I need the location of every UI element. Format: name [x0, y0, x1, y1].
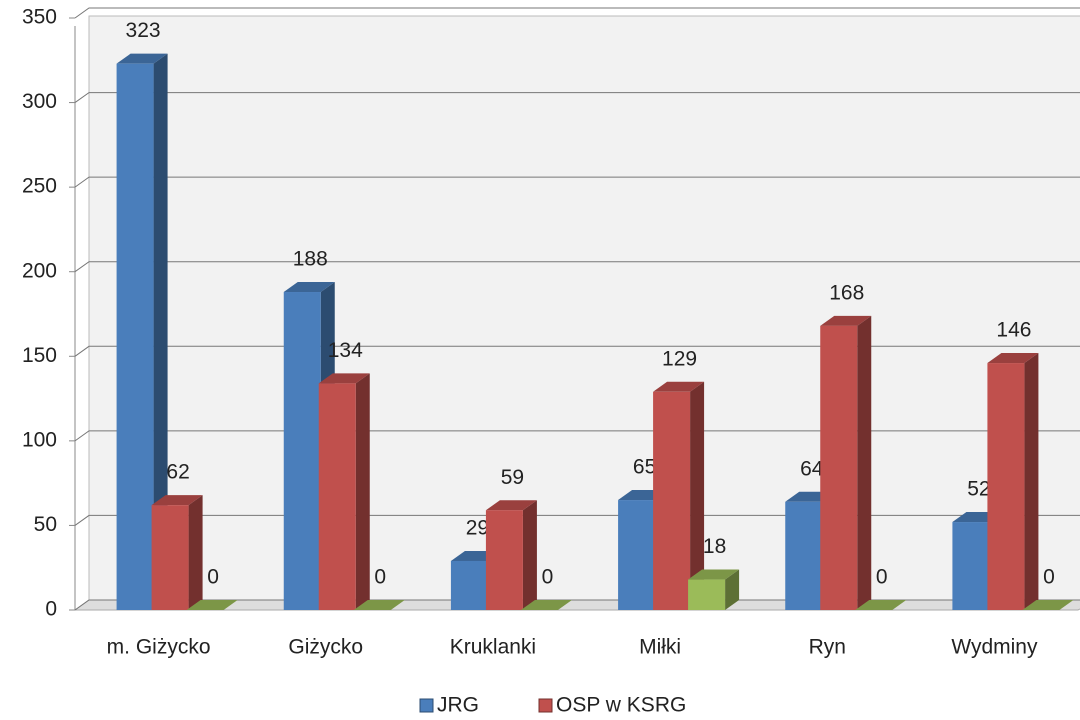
bar — [151, 495, 203, 610]
bar-face — [688, 569, 740, 580]
bar-face — [690, 381, 705, 610]
bar-face — [353, 600, 405, 610]
bar-face — [318, 383, 356, 610]
bar — [353, 600, 405, 610]
bar-face — [283, 292, 321, 610]
bar-face — [116, 63, 154, 610]
value-label: 65 — [633, 456, 656, 479]
y-tick-label: 100 — [22, 428, 57, 451]
bar-face — [318, 373, 370, 384]
bar-face — [987, 353, 1039, 364]
bar-face — [855, 600, 907, 610]
bar-face — [283, 282, 335, 293]
value-label: 64 — [800, 457, 824, 480]
grid-line — [74, 7, 1080, 19]
value-label: 129 — [662, 347, 697, 370]
bar-face — [820, 315, 872, 326]
y-tick-label: 300 — [22, 90, 57, 113]
bar — [688, 569, 740, 610]
value-label: 0 — [374, 566, 386, 589]
bar — [186, 600, 238, 610]
value-label: 0 — [207, 566, 219, 589]
value-label: 0 — [876, 566, 888, 589]
value-label: 29 — [466, 516, 489, 539]
bar-face — [153, 53, 168, 610]
bar-face — [151, 505, 189, 610]
bar — [520, 600, 572, 610]
x-tick-label: Wydminy — [951, 636, 1038, 659]
legend-swatch — [419, 698, 434, 713]
grid-line — [74, 514, 1080, 526]
back-wall — [88, 15, 1080, 601]
bar-face — [688, 579, 726, 610]
value-label: 146 — [996, 319, 1031, 342]
bar-face — [355, 373, 370, 610]
bar-face — [725, 569, 740, 610]
bar — [820, 315, 872, 610]
bar-face — [520, 600, 572, 610]
x-tick-label: Kruklanki — [450, 636, 536, 659]
y-tick-label: 0 — [45, 598, 57, 621]
bar — [855, 600, 907, 610]
bar-face — [857, 315, 872, 610]
value-label: 168 — [829, 281, 864, 304]
bar-face — [188, 495, 203, 610]
x-tick-label: Giżycko — [288, 636, 363, 659]
grid-line — [74, 92, 1080, 103]
value-label: 134 — [328, 339, 363, 362]
bar-face — [653, 391, 691, 610]
y-tick-label: 150 — [22, 344, 57, 367]
bar-face — [987, 363, 1025, 610]
bar — [116, 53, 168, 610]
bar — [318, 373, 370, 610]
value-label: 323 — [126, 19, 161, 42]
grid-line — [74, 430, 1080, 442]
bar-face — [485, 510, 523, 610]
value-label: 188 — [293, 248, 328, 271]
legend-label: JRG — [437, 694, 479, 717]
y-tick-label: 50 — [34, 513, 57, 536]
bar — [653, 381, 705, 610]
value-label: 59 — [501, 466, 524, 489]
bar-face — [820, 325, 858, 610]
bar-face — [151, 495, 203, 506]
grid-line — [74, 599, 1080, 611]
legend-label: OSP w KSRG — [556, 694, 686, 717]
value-label: 0 — [1043, 566, 1055, 589]
value-label: 0 — [542, 566, 554, 589]
y-tick-label: 200 — [22, 259, 57, 282]
value-label: 52 — [967, 478, 990, 501]
bar-face — [952, 522, 990, 610]
x-tick-label: Ryn — [809, 636, 846, 659]
grid-line — [74, 345, 1080, 357]
value-label: 62 — [166, 461, 189, 484]
bar — [987, 353, 1039, 610]
bar-face — [785, 501, 823, 610]
y-tick-label: 350 — [22, 6, 57, 29]
y-tick-label: 250 — [22, 175, 57, 198]
legend-swatch — [538, 698, 553, 713]
grid-line — [74, 176, 1080, 188]
value-label: 18 — [703, 535, 726, 558]
bar-face — [450, 560, 488, 610]
bar — [1022, 600, 1074, 610]
bar-face — [485, 500, 537, 511]
bar-face — [653, 381, 705, 392]
x-tick-label: m. Giżycko — [107, 636, 211, 659]
bar-face — [522, 500, 537, 610]
bar-face — [116, 53, 168, 64]
x-tick-label: Miłki — [639, 636, 681, 659]
grid-line — [74, 261, 1080, 273]
bar-face — [1024, 353, 1039, 610]
bar-face — [1022, 600, 1074, 610]
bar-face — [618, 500, 656, 610]
bar — [485, 500, 537, 610]
bar-face — [186, 600, 238, 610]
